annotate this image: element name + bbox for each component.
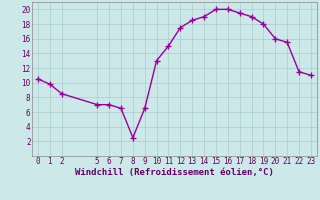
X-axis label: Windchill (Refroidissement éolien,°C): Windchill (Refroidissement éolien,°C): [75, 168, 274, 177]
